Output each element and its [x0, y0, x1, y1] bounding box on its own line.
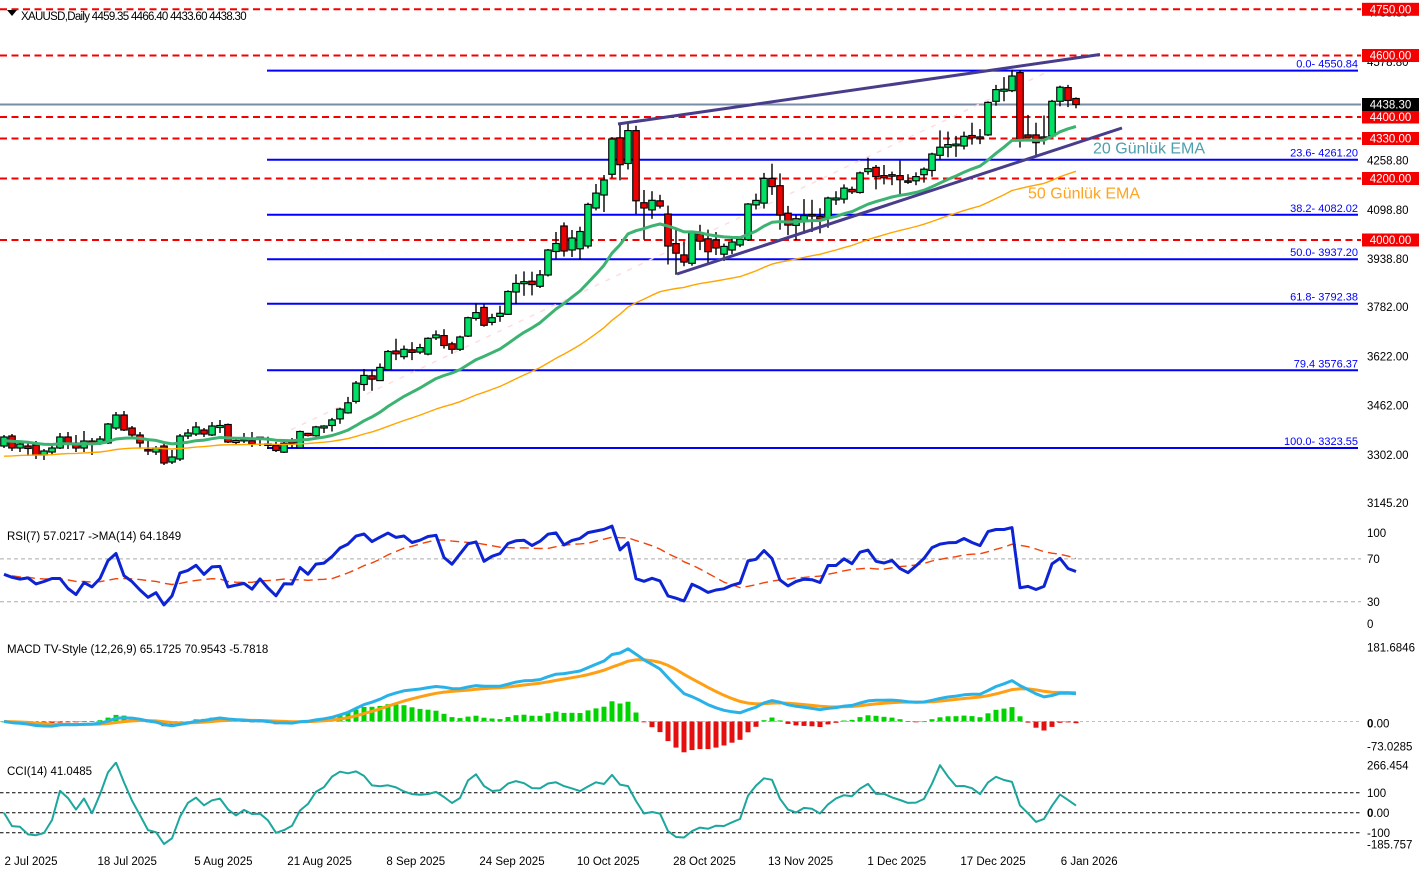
svg-text:4098.80: 4098.80: [1367, 205, 1409, 217]
svg-text:RSI(7) 57.0217 ->MA(14) 64.18: RSI(7) 57.0217 ->MA(14) 64.1849: [7, 531, 181, 543]
svg-text:4750.00: 4750.00: [1370, 5, 1412, 17]
svg-text:4330.00: 4330.00: [1370, 134, 1412, 146]
svg-text:23.6- 4261.20: 23.6- 4261.20: [1290, 148, 1358, 160]
svg-text:50.0- 3937.20: 50.0- 3937.20: [1290, 247, 1358, 259]
svg-text:3302.00: 3302.00: [1367, 450, 1409, 462]
svg-text:100: 100: [1367, 528, 1386, 540]
svg-text:3462.00: 3462.00: [1367, 401, 1409, 413]
svg-text:38.2- 4082.02: 38.2- 4082.02: [1290, 203, 1358, 215]
svg-text:13 Nov 2025: 13 Nov 2025: [768, 856, 833, 868]
svg-text:4258.80: 4258.80: [1367, 156, 1409, 168]
svg-text:20 Günlük EMA: 20 Günlük EMA: [1093, 141, 1205, 158]
svg-text:4400.00: 4400.00: [1370, 112, 1412, 124]
svg-text:21 Aug 2025: 21 Aug 2025: [287, 856, 352, 868]
svg-text:4600.00: 4600.00: [1370, 51, 1412, 63]
svg-text:50 Günlük EMA: 50 Günlük EMA: [1028, 186, 1140, 203]
svg-text:-73.0285: -73.0285: [1367, 742, 1412, 754]
svg-text:61.8- 3792.38: 61.8- 3792.38: [1290, 292, 1358, 304]
svg-text:3938.80: 3938.80: [1367, 254, 1409, 266]
svg-text:CCI(14) 41.0485: CCI(14) 41.0485: [7, 766, 92, 778]
svg-text:24 Sep 2025: 24 Sep 2025: [479, 856, 544, 868]
svg-text:100.0- 3323.55: 100.0- 3323.55: [1284, 436, 1358, 448]
svg-text:3782.00: 3782.00: [1367, 302, 1409, 314]
svg-text:79.4 3576.37: 79.4 3576.37: [1294, 358, 1358, 370]
svg-text:0.00: 0.00: [1367, 719, 1389, 731]
svg-text:4438.30: 4438.30: [1370, 100, 1412, 112]
svg-text:5 Aug 2025: 5 Aug 2025: [194, 856, 252, 868]
svg-text:XAUUSD,Daily 4459.35 4466.40: XAUUSD,Daily 4459.35 4466.40 4433.60 443…: [21, 11, 246, 23]
svg-text:0: 0: [1367, 619, 1373, 631]
svg-text:1 Dec 2025: 1 Dec 2025: [867, 856, 926, 868]
svg-text:6 Jan 2026: 6 Jan 2026: [1061, 856, 1118, 868]
svg-text:18 Jul 2025: 18 Jul 2025: [97, 856, 156, 868]
svg-text:-100: -100: [1367, 828, 1390, 840]
svg-text:28 Oct 2025: 28 Oct 2025: [673, 856, 736, 868]
svg-text:2 Jul 2025: 2 Jul 2025: [4, 856, 57, 868]
svg-text:3622.00: 3622.00: [1367, 351, 1409, 363]
svg-text:4000.00: 4000.00: [1370, 235, 1412, 247]
svg-text:8 Sep 2025: 8 Sep 2025: [386, 856, 445, 868]
svg-text:-185.757: -185.757: [1367, 840, 1412, 852]
svg-text:0.0- 4550.84: 0.0- 4550.84: [1296, 59, 1358, 71]
svg-text:30: 30: [1367, 597, 1380, 609]
svg-text:70: 70: [1367, 554, 1380, 566]
svg-text:266.454: 266.454: [1367, 760, 1409, 772]
svg-text:3145.20: 3145.20: [1367, 498, 1409, 510]
svg-text:MACD TV-Style (12,26,9) 65.172: MACD TV-Style (12,26,9) 65.1725 70.9543 …: [7, 644, 268, 656]
svg-text:0.00: 0.00: [1367, 808, 1389, 820]
svg-text:181.6846: 181.6846: [1367, 642, 1415, 654]
svg-text:4200.00: 4200.00: [1370, 174, 1412, 186]
svg-text:100: 100: [1367, 788, 1386, 800]
svg-text:10 Oct 2025: 10 Oct 2025: [577, 856, 640, 868]
svg-text:17 Dec 2025: 17 Dec 2025: [960, 856, 1025, 868]
